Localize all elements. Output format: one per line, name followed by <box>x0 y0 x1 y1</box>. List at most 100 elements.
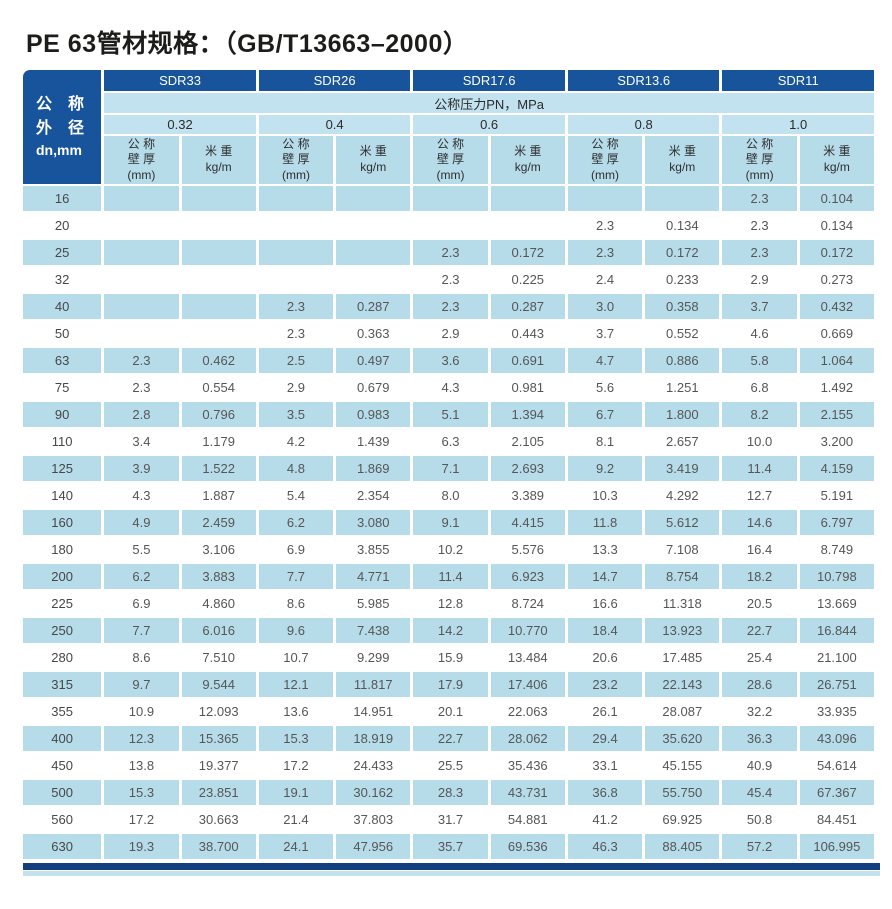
cell-value: 4.3 <box>104 483 179 508</box>
cell-value: 2.3 <box>413 267 488 292</box>
table-row: 225 6.9 4.860 8.6 5.985 12.8 8.724 16.6 11.318 20… <box>23 591 874 616</box>
cell-value: 2.693 <box>490 456 565 481</box>
cell-value: 6.7 <box>567 402 643 427</box>
cell-value: 12.3 <box>104 726 179 751</box>
bottom-accent-bar <box>23 863 880 876</box>
table-row: 630 19.3 38.700 24.1 47.956 35.7 69.536 46.3 88.… <box>23 834 874 859</box>
row-dn-label: 250 <box>23 618 102 643</box>
cell-value: 1.887 <box>181 483 256 508</box>
cell-value: 14.951 <box>336 699 411 724</box>
cell-value: 2.3 <box>722 213 797 238</box>
cell-value: 6.016 <box>181 618 256 643</box>
cell-value: 20.1 <box>413 699 488 724</box>
cell-value: 5.612 <box>645 510 720 535</box>
cell-value: 12.093 <box>181 699 256 724</box>
cell-value <box>336 186 411 211</box>
cell-value: 0.497 <box>336 348 411 373</box>
table-row: 32 2.3 0.225 2.4 0.233 2.9 0.273 <box>23 267 874 292</box>
bottom-bar-dark <box>23 863 880 870</box>
cell-value: 6.8 <box>722 375 797 400</box>
cell-value: 28.062 <box>490 726 565 751</box>
cell-value: 1.394 <box>490 402 565 427</box>
cell-value: 38.700 <box>181 834 256 859</box>
cell-value: 30.162 <box>336 780 411 805</box>
cell-value: 106.995 <box>799 834 874 859</box>
cell-value: 11.817 <box>336 672 411 697</box>
cell-value: 2.3 <box>413 240 488 265</box>
cell-value: 2.105 <box>490 429 565 454</box>
cell-value <box>181 267 256 292</box>
cell-value: 5.985 <box>336 591 411 616</box>
cell-value: 8.0 <box>413 483 488 508</box>
cell-value: 0.225 <box>490 267 565 292</box>
cell-value: 4.292 <box>645 483 720 508</box>
wall-thickness-header: 公 称 壁 厚 (mm) <box>722 136 797 184</box>
table-row: 25 2.3 0.172 2.3 0.172 2.3 0.172 <box>23 240 874 265</box>
table-row: 125 3.9 1.522 4.8 1.869 7.1 2.693 9.2 3.419 11.4 4… <box>23 456 874 481</box>
row-dn-label: 355 <box>23 699 102 724</box>
cell-value: 11.8 <box>567 510 643 535</box>
cell-value: 5.1 <box>413 402 488 427</box>
cell-value: 40.9 <box>722 753 797 778</box>
cell-value: 1.064 <box>799 348 874 373</box>
cell-value: 4.9 <box>104 510 179 535</box>
wall-thickness-header: 公 称 壁 厚 (mm) <box>104 136 179 184</box>
cell-value: 2.3 <box>567 240 643 265</box>
row-dn-label: 25 <box>23 240 102 265</box>
cell-value: 2.354 <box>336 483 411 508</box>
page-title: PE 63管材规格：（GB/T13663–2000） <box>26 30 469 58</box>
cell-value: 2.9 <box>722 267 797 292</box>
cell-value: 13.484 <box>490 645 565 670</box>
cell-value: 4.860 <box>181 591 256 616</box>
cell-value: 8.6 <box>258 591 334 616</box>
cell-value: 17.2 <box>258 753 334 778</box>
row-dn-label: 400 <box>23 726 102 751</box>
cell-value: 35.620 <box>645 726 720 751</box>
cell-value: 19.1 <box>258 780 334 805</box>
cell-value: 0.462 <box>181 348 256 373</box>
cell-value: 0.287 <box>490 294 565 319</box>
meter-weight-header: 米 重 kg/m <box>181 136 256 184</box>
cell-value <box>181 294 256 319</box>
cell-value <box>258 240 334 265</box>
row-dn-label: 110 <box>23 429 102 454</box>
cell-value: 6.2 <box>258 510 334 535</box>
row-dn-label: 180 <box>23 537 102 562</box>
table-row: 180 5.5 3.106 6.9 3.855 10.2 5.576 13.3 7.108 16.… <box>23 537 874 562</box>
cell-value: 10.9 <box>104 699 179 724</box>
cell-value: 9.1 <box>413 510 488 535</box>
cell-value <box>490 186 565 211</box>
cell-value <box>645 186 720 211</box>
cell-value: 10.0 <box>722 429 797 454</box>
cell-value: 4.2 <box>258 429 334 454</box>
cell-value: 47.956 <box>336 834 411 859</box>
cell-value: 88.405 <box>645 834 720 859</box>
cell-value: 32.2 <box>722 699 797 724</box>
row-dn-label: 560 <box>23 807 102 832</box>
cell-value: 1.869 <box>336 456 411 481</box>
cell-value: 13.923 <box>645 618 720 643</box>
cell-value: 15.365 <box>181 726 256 751</box>
cell-value: 8.6 <box>104 645 179 670</box>
table-row: 50 2.3 0.363 2.9 0.443 3.7 0.552 4.6 0.669 <box>23 321 874 346</box>
cell-value: 3.106 <box>181 537 256 562</box>
cell-value: 2.3 <box>722 240 797 265</box>
cell-value: 7.1 <box>413 456 488 481</box>
table-row: 75 2.3 0.554 2.9 0.679 4.3 0.981 5.6 1.251 6.8 1.4… <box>23 375 874 400</box>
cell-value: 11.318 <box>645 591 720 616</box>
cell-value: 9.7 <box>104 672 179 697</box>
table-row: 200 6.2 3.883 7.7 4.771 11.4 6.923 14.7 8.754 18.… <box>23 564 874 589</box>
cell-value <box>181 213 256 238</box>
row-dn-label: 16 <box>23 186 102 211</box>
cell-value: 4.3 <box>413 375 488 400</box>
row-dn-label: 32 <box>23 267 102 292</box>
cell-value: 22.7 <box>722 618 797 643</box>
cell-value: 33.1 <box>567 753 643 778</box>
cell-value: 0.287 <box>336 294 411 319</box>
cell-value: 2.3 <box>413 294 488 319</box>
cell-value: 0.796 <box>181 402 256 427</box>
cell-value: 13.3 <box>567 537 643 562</box>
cell-value <box>181 186 256 211</box>
sdr-header-row: 公 称 外 径 dn,mm SDR33 SDR26 SDR17.6 SDR13.… <box>23 70 874 184</box>
cell-value: 15.9 <box>413 645 488 670</box>
